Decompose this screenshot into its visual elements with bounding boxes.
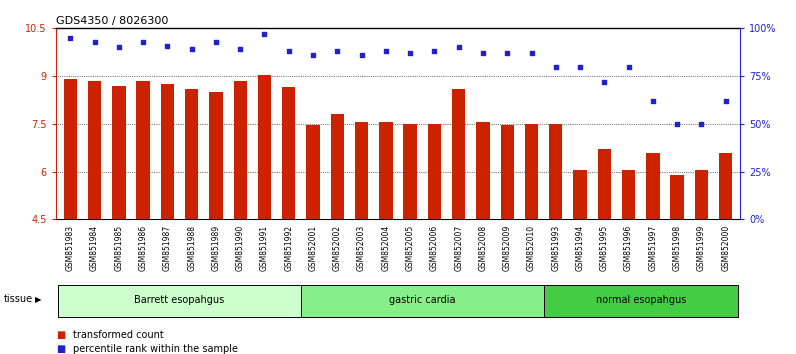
Text: transformed count: transformed count (73, 330, 164, 339)
Point (331, 48, 344, 54)
Point (137, 39, 150, 45)
Text: GSM851996: GSM851996 (624, 224, 633, 271)
Text: GSM851992: GSM851992 (284, 224, 293, 271)
Bar (622, 170, 635, 219)
Text: GSM851988: GSM851988 (187, 224, 196, 270)
Bar (282, 87, 295, 219)
Bar (185, 89, 198, 219)
Text: GSM851999: GSM851999 (697, 224, 706, 271)
Text: GSM851983: GSM851983 (66, 224, 75, 271)
Text: GSM851997: GSM851997 (649, 224, 657, 271)
Point (161, 43, 174, 48)
Point (404, 50, 416, 56)
Bar (544, 285, 738, 317)
Text: GSM852001: GSM852001 (309, 224, 318, 271)
Text: GSM851994: GSM851994 (576, 224, 584, 271)
Point (428, 48, 441, 54)
Point (452, 45, 465, 50)
Point (306, 52, 319, 58)
Text: GSM851989: GSM851989 (212, 224, 220, 271)
Text: GSM852002: GSM852002 (333, 224, 341, 271)
Point (283, 48, 295, 54)
Bar (161, 84, 174, 219)
Text: GSM852000: GSM852000 (721, 224, 730, 271)
Point (525, 50, 538, 56)
Point (646, 98, 659, 104)
Bar (136, 81, 150, 219)
Point (549, 64, 562, 69)
Point (720, 98, 732, 104)
Point (88, 39, 101, 45)
Text: GSM852006: GSM852006 (430, 224, 439, 271)
Point (258, 31, 271, 37)
Bar (549, 124, 563, 219)
Text: GSM851984: GSM851984 (90, 224, 99, 271)
Text: GSM851995: GSM851995 (600, 224, 609, 271)
Text: GSM852008: GSM852008 (478, 224, 487, 271)
Bar (355, 122, 369, 219)
Bar (598, 149, 611, 219)
Point (209, 39, 222, 45)
Bar (501, 126, 514, 219)
Text: tissue: tissue (4, 294, 33, 304)
Point (622, 64, 635, 69)
Bar (306, 126, 320, 219)
Text: gastric cardia: gastric cardia (389, 295, 455, 305)
Text: GSM851998: GSM851998 (673, 224, 681, 271)
Bar (573, 170, 587, 219)
Bar (379, 122, 392, 219)
Point (64, 35, 76, 41)
Bar (525, 124, 538, 219)
Bar (112, 86, 126, 219)
Bar (88, 81, 101, 219)
Text: GSM851985: GSM851985 (115, 224, 123, 271)
Point (501, 50, 513, 56)
Point (234, 46, 247, 52)
Point (671, 121, 684, 127)
Bar (330, 114, 344, 219)
Bar (258, 74, 271, 219)
Bar (476, 122, 490, 219)
Point (574, 64, 587, 69)
Text: GDS4350 / 8026300: GDS4350 / 8026300 (56, 16, 168, 26)
Text: GSM851987: GSM851987 (163, 224, 172, 271)
Text: ▶: ▶ (35, 295, 41, 304)
Bar (64, 79, 77, 219)
Point (185, 46, 198, 52)
Bar (301, 285, 544, 317)
Text: GSM852003: GSM852003 (357, 224, 366, 271)
Text: GSM852009: GSM852009 (503, 224, 512, 271)
Point (477, 50, 490, 56)
Bar (670, 175, 684, 219)
Bar (404, 124, 417, 219)
Point (355, 52, 368, 58)
Bar (719, 153, 732, 219)
Point (112, 45, 125, 50)
Text: GSM852010: GSM852010 (527, 224, 536, 271)
Bar (233, 81, 247, 219)
Bar (646, 153, 660, 219)
Text: GSM851991: GSM851991 (260, 224, 269, 271)
Text: ■: ■ (56, 330, 65, 339)
Text: GSM852005: GSM852005 (406, 224, 415, 271)
Bar (695, 170, 708, 219)
Text: percentile rank within the sample: percentile rank within the sample (73, 344, 238, 354)
Bar (427, 124, 441, 219)
Bar (209, 92, 223, 219)
Bar (58, 285, 301, 317)
Text: Barrett esopahgus: Barrett esopahgus (135, 295, 224, 305)
Text: GSM851986: GSM851986 (139, 224, 147, 271)
Text: GSM852004: GSM852004 (381, 224, 390, 271)
Text: GSM852007: GSM852007 (455, 224, 463, 271)
Text: ■: ■ (56, 344, 65, 354)
Text: GSM851990: GSM851990 (236, 224, 244, 271)
Point (380, 48, 392, 54)
Text: GSM851993: GSM851993 (552, 224, 560, 271)
Point (598, 79, 611, 85)
Bar (452, 89, 466, 219)
Text: normal esopahgus: normal esopahgus (595, 295, 686, 305)
Point (695, 121, 708, 127)
